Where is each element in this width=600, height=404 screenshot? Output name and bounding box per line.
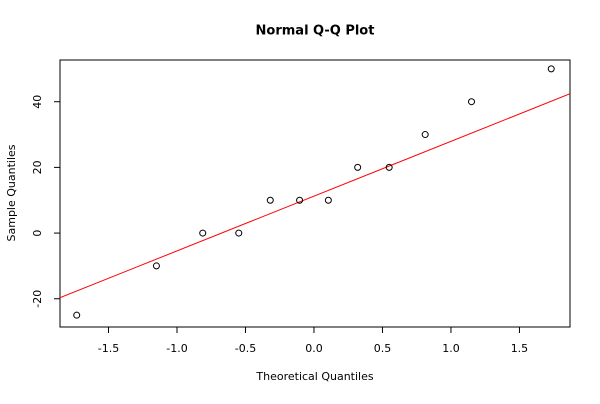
point [73,311,81,319]
point [385,163,393,171]
x-tick-label: -0.5 [235,342,256,355]
point [468,98,476,106]
y-tick-label: 40 [31,95,44,109]
plot-frame [59,59,571,328]
x-tick-label: 0.5 [374,342,392,355]
x-tick-label: 0.0 [305,342,323,355]
point [266,196,274,204]
x-tick-label: -1.0 [166,342,187,355]
x-axis-label: Theoretical Quantiles [255,370,373,383]
y-tick-label: 20 [31,160,44,174]
x-tick-label: -1.5 [98,342,119,355]
x-tick-label: 1.0 [442,342,460,355]
point [547,65,555,73]
reference-line [60,93,570,299]
point [235,229,243,237]
y-tick-label: -20 [31,290,44,308]
point [296,196,304,204]
y-tick-label: 0 [31,230,44,237]
point [324,196,332,204]
point [354,163,362,171]
point [199,229,207,237]
point [152,262,160,270]
point [421,131,429,139]
chart-title: Normal Q-Q Plot [256,24,375,39]
y-axis-label: Sample Quantiles [5,144,18,241]
x-tick-label: 1.5 [511,342,529,355]
